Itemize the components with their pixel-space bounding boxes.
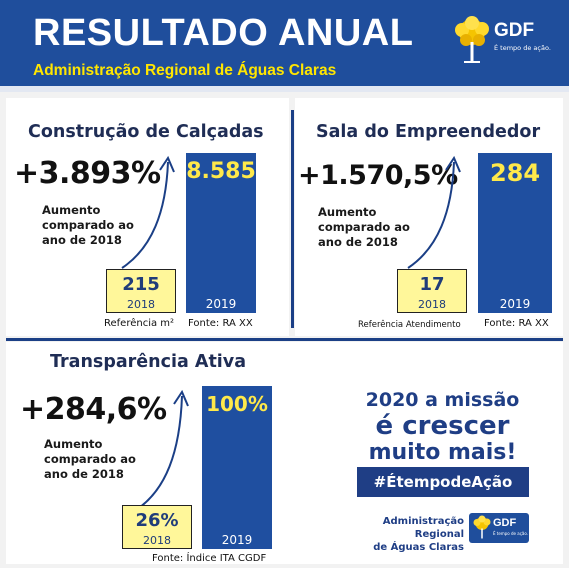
bar-value: 8.585 (186, 159, 256, 184)
page-subtitle: Administração Regional de Águas Claras (33, 62, 337, 79)
description-calcadas: Aumento comparado ao ano de 2018 (42, 203, 134, 247)
bar-year: 2019 (205, 297, 237, 311)
gdf-logo: GDF É tempo de ação. (452, 14, 562, 70)
footer-logo-tagline: É tempo de ação. (493, 531, 529, 536)
footer-admin-name: Administração Regional de Águas Claras (373, 516, 464, 553)
bar-2018-calcadas: 215 2018 (106, 269, 176, 313)
header-banner: RESULTADO ANUAL Administração Regional d… (0, 0, 569, 92)
section-title-transparencia: Transparência Ativa (50, 352, 247, 372)
divider-horizontal (6, 338, 563, 341)
percent-calcadas: +3.893% (14, 156, 161, 191)
bar-2019-transparencia: 100% 2019 (202, 386, 272, 549)
footer-gdf-logo: GDF É tempo de ação. (469, 513, 529, 543)
bar-year: 2019 (221, 533, 253, 547)
percent-transparencia: +284,6% (20, 392, 167, 427)
bar-year: 2018 (418, 298, 446, 311)
bar-2018-transparencia: 26% 2018 (122, 505, 192, 549)
mission-statement: 2020 a missão é crescer muito mais! (350, 388, 535, 466)
description-empreendedor: Aumento comparado ao ano de 2018 (318, 205, 410, 249)
mission-line-3: muito mais! (368, 440, 517, 465)
growth-arrow-icon (135, 389, 189, 511)
description-transparencia: Aumento comparado ao ano de 2018 (44, 437, 136, 481)
mission-line-2: é crescer (375, 411, 510, 441)
logo-text: GDF (494, 20, 535, 41)
bar-2019-calcadas: 8.585 2019 (186, 153, 256, 313)
mission-line-1: 2020 a missão (365, 389, 520, 411)
section-title-calcadas: Construção de Calçadas (28, 122, 264, 142)
bar-value: 284 (489, 159, 541, 187)
ipe-tree-icon (455, 16, 489, 63)
divider-vertical (291, 110, 294, 328)
hashtag-badge: #ÉtempodeAção (357, 467, 529, 497)
percent-empreendedor: +1.570,5% (298, 160, 458, 191)
reference-calcadas: Referência m² (104, 318, 175, 329)
reference-empreendedor: Referência Atendimento (358, 320, 461, 330)
bar-year: 2018 (127, 298, 155, 311)
bar-year: 2018 (143, 534, 171, 547)
growth-arrow-icon (407, 155, 461, 269)
bar-value: 26% (135, 510, 179, 531)
bar-year: 2019 (499, 297, 531, 311)
bar-value: 17 (419, 274, 445, 295)
source-calcadas: Fonte: RA XX (188, 318, 253, 329)
growth-arrow-icon (121, 155, 175, 269)
source-transparencia: Fonte: Índice ITA CGDF (152, 553, 267, 564)
source-empreendedor: Fonte: RA XX (484, 318, 549, 329)
section-title-empreendedor: Sala do Empreendedor (316, 122, 541, 142)
page-title: RESULTADO ANUAL (33, 12, 414, 54)
bar-2019-empreendedor: 284 2019 (478, 153, 552, 313)
bar-value: 215 (122, 274, 160, 295)
ipe-tree-icon (473, 515, 491, 539)
footer-logo-text: GDF (493, 517, 517, 529)
bar-value: 100% (206, 392, 268, 416)
bar-2018-empreendedor: 17 2018 (397, 269, 467, 313)
logo-tagline: É tempo de ação. (494, 44, 551, 52)
